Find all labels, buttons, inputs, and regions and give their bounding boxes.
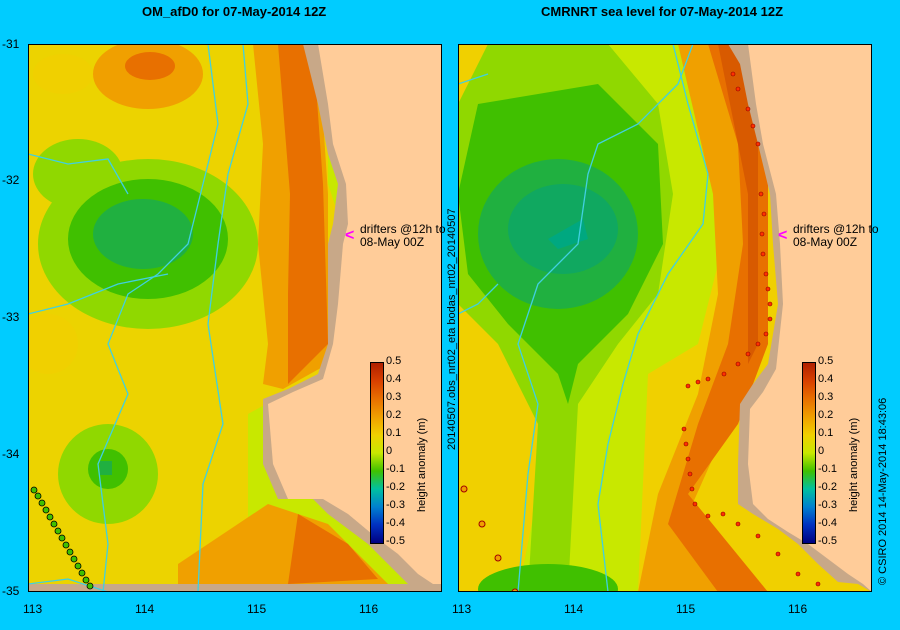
- colorbar-tick: 0.5: [818, 355, 834, 367]
- colorbar-tick: 0: [818, 445, 825, 457]
- colorbar-tick: -0.2: [818, 481, 837, 493]
- right-map-title: CMRNRT sea level for 07-May-2014 12Z: [541, 4, 784, 19]
- offshore-drifters: [460, 485, 519, 592]
- right-map: [458, 44, 872, 592]
- lat-tick: -31: [2, 37, 20, 51]
- left-drifter-note-line1: drifters @12h to: [360, 222, 446, 236]
- right-drifter-note: drifters @12h to 08-May 00Z: [793, 223, 879, 249]
- colorbar-tick: 0.4: [818, 373, 834, 385]
- lon-tick: 113: [23, 602, 43, 616]
- lat-tick: -34: [2, 447, 20, 461]
- lon-tick: 113: [452, 602, 472, 616]
- drifter-track: [30, 486, 94, 590]
- colorbar-gradient: [802, 362, 816, 544]
- dataset-side-label: 20140507.obs_nrt02_eta bodas_nrt02_20140…: [446, 208, 458, 450]
- right-drifter-note-line2: 08-May 00Z: [793, 235, 858, 249]
- colorbar-tick: -0.4: [386, 517, 405, 529]
- colorbar-tick: -0.5: [818, 535, 837, 547]
- left-drifter-note: drifters @12h to 08-May 00Z: [360, 223, 446, 249]
- colorbar-tick: -0.4: [818, 517, 837, 529]
- colorbar-tick: -0.3: [818, 499, 837, 511]
- colorbar-tick: -0.3: [386, 499, 405, 511]
- colorbar-gradient: [370, 362, 384, 544]
- left-drifter-note-line2: 08-May 00Z: [360, 235, 425, 249]
- colorbar-tick: 0: [386, 445, 393, 457]
- lon-tick: 114: [135, 602, 155, 616]
- colorbar-label: height anomaly (m): [848, 417, 860, 512]
- colorbar-tick: -0.2: [386, 481, 405, 493]
- right-drifter-arrow: <: [778, 227, 788, 244]
- lat-tick: -35: [2, 584, 20, 598]
- colorbar-tick: 0.4: [386, 373, 402, 385]
- colorbar-tick: -0.5: [386, 535, 405, 547]
- colorbar-tick: -0.1: [386, 463, 405, 475]
- credit-text: © CSIRO 2014 14-May-2014 18:43:06: [877, 397, 889, 585]
- colorbar-tick: 0.1: [386, 427, 402, 439]
- colorbar-tick: 0.5: [386, 355, 402, 367]
- lon-tick: 116: [788, 602, 808, 616]
- colorbar-tick: 0.1: [818, 427, 834, 439]
- colorbar-tick: 0.2: [386, 409, 402, 421]
- right-drifter-note-line1: drifters @12h to: [793, 222, 879, 236]
- colorbar-tick: 0.3: [818, 391, 834, 403]
- colorbar-label: height anomaly (m): [416, 417, 428, 512]
- coastal-drifters: [681, 71, 821, 587]
- left-colorbar: 0.5 0.4 0.3 0.2 0.1 0 -0.1 -0.2 -0.3 -0.4 -0.5 heig…: [370, 355, 432, 548]
- lon-tick: 115: [676, 602, 696, 616]
- left-map-title: OM_afD0 for 07-May-2014 12Z: [142, 4, 327, 19]
- colorbar-tick: 0.2: [818, 409, 834, 421]
- lat-tick: -32: [2, 173, 20, 187]
- right-colorbar: 0.5 0.4 0.3 0.2 0.1 0 -0.1 -0.2 -0.3 -0.4 -0.5 heig…: [802, 355, 864, 548]
- lat-tick: -33: [2, 310, 20, 324]
- lon-tick: 114: [564, 602, 584, 616]
- lon-tick: 115: [247, 602, 267, 616]
- lon-tick: 116: [359, 602, 379, 616]
- left-drifter-arrow: <: [345, 227, 355, 244]
- colorbar-tick: -0.1: [818, 463, 837, 475]
- colorbar-tick: 0.3: [386, 391, 402, 403]
- left-map: [28, 44, 442, 592]
